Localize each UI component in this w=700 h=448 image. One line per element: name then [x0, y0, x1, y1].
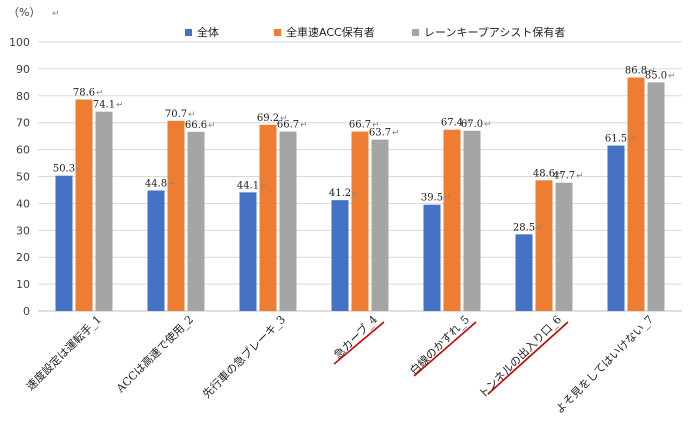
- return-mark: ↵: [556, 169, 564, 179]
- bar: [187, 131, 205, 311]
- return-mark: ↵: [536, 223, 544, 233]
- y-axis: 0 10 20 30 40 50 60 70 80 90 100: [9, 36, 30, 318]
- legend-label: レーンキープアシスト保有者: [424, 25, 565, 39]
- y-tick-label: 30: [16, 224, 30, 237]
- y-tick-label: 70: [16, 117, 30, 130]
- data-label: 41.2: [329, 188, 351, 199]
- return-mark: ↵: [372, 121, 380, 131]
- x-category-label: よそ見をしてはいけない_7: [553, 313, 656, 416]
- y-tick-label: 60: [16, 144, 30, 157]
- return-mark: ↵: [116, 101, 124, 111]
- bar: [535, 180, 553, 311]
- return-mark: ↵: [260, 181, 268, 191]
- x-category-label: 急カーブ_4: [331, 312, 380, 361]
- return-mark: ↵: [76, 165, 84, 175]
- data-label: 47.7: [553, 171, 575, 182]
- y-tick-label: 10: [16, 278, 30, 291]
- data-label: 63.7: [369, 128, 391, 139]
- bar: [331, 200, 349, 311]
- return-mark: ↵: [576, 172, 584, 182]
- data-labels: 50.3 ↵44.8 ↵ 44.1 ↵41.2 ↵ 39.5 ↵28.5 ↵61.5 ↵78.6 ↵…: [53, 66, 676, 234]
- data-label: 70.7: [165, 109, 187, 120]
- category-underline: [487, 321, 569, 395]
- data-label: 86.8: [625, 66, 647, 77]
- return-mark: ↵: [280, 114, 288, 124]
- category-underline: [333, 321, 385, 365]
- y-tick-label: 100: [9, 36, 30, 49]
- bar: [239, 192, 257, 311]
- data-label: 66.6: [185, 120, 207, 131]
- y-tick-label: 90: [16, 63, 30, 76]
- data-label: 44.1: [237, 180, 259, 191]
- return-mark: ↵: [444, 194, 452, 204]
- bar: [147, 190, 165, 311]
- bar: [371, 139, 389, 311]
- data-label: 44.8: [145, 178, 167, 189]
- bar: [555, 182, 573, 311]
- return-mark: ↵: [188, 110, 196, 120]
- return-mark: ↵: [464, 119, 472, 129]
- data-label: 28.5: [513, 222, 535, 233]
- bar: [279, 131, 297, 311]
- legend-label: 全体: [197, 25, 219, 39]
- data-label: 78.6: [73, 88, 95, 99]
- legend-swatch: [274, 29, 281, 36]
- bar: [167, 120, 185, 311]
- bar: [75, 99, 93, 311]
- data-label: 69.2: [257, 113, 279, 124]
- bar: [607, 145, 625, 311]
- data-label: 50.3: [53, 164, 75, 175]
- data-label: 66.7: [277, 120, 299, 131]
- data-label: 67.4: [441, 118, 463, 129]
- x-category-label: ACCは高速で使用_2: [112, 312, 196, 396]
- bar: [443, 129, 461, 311]
- bar: [423, 204, 441, 311]
- bars: [55, 77, 665, 312]
- data-label: 74.1: [93, 100, 115, 111]
- bar: [515, 234, 533, 311]
- data-label: 39.5: [421, 193, 443, 204]
- bar: [55, 175, 73, 311]
- data-label: 85.0: [645, 70, 667, 81]
- category-underline: [413, 321, 477, 377]
- return-mark: ↵: [208, 121, 216, 131]
- return-mark: ↵: [628, 135, 636, 145]
- legend: 全体 全車速ACC保有者 レーンキープアシスト保有者: [185, 25, 565, 39]
- x-category-label: 速度設定は運転手_1: [23, 312, 104, 393]
- x-category-label: 先行車の急ブレーキ_3: [199, 312, 288, 401]
- x-axis: 速度設定は運転手_1 ACCは高速で使用_2 先行車の急ブレーキ_3 急カーブ_4 白線…: [23, 312, 656, 416]
- x-category-label: トンネルの出入り口_6: [476, 312, 565, 401]
- y-axis-unit-label: （%）: [8, 6, 40, 19]
- return-mark: ↵: [96, 89, 104, 99]
- return-mark: ↵: [648, 67, 656, 77]
- return-mark: ↵: [392, 129, 400, 139]
- y-tick-label: 80: [16, 90, 30, 103]
- legend-swatch: [412, 29, 419, 36]
- bar: [351, 131, 369, 311]
- bar: [627, 77, 645, 312]
- return-mark: ↵: [52, 9, 60, 19]
- data-label: 67.0: [461, 119, 483, 130]
- return-mark: ↵: [168, 179, 176, 189]
- return-mark: ↵: [484, 120, 492, 130]
- data-label: 61.5: [605, 134, 627, 145]
- bar: [259, 124, 277, 312]
- return-mark: ↵: [668, 71, 676, 81]
- y-tick-label: 0: [23, 305, 30, 318]
- bar: [95, 111, 113, 312]
- bar: [463, 130, 481, 311]
- bar: [647, 82, 665, 311]
- legend-label: 全車速ACC保有者: [286, 25, 375, 39]
- return-mark: ↵: [300, 121, 308, 131]
- return-mark: ↵: [352, 189, 360, 199]
- y-tick-label: 40: [16, 197, 30, 210]
- data-label: 66.7: [349, 120, 371, 131]
- legend-swatch: [185, 29, 192, 36]
- data-label: 48.6: [533, 168, 555, 179]
- y-tick-label: 50: [16, 171, 30, 184]
- y-tick-label: 20: [16, 251, 30, 264]
- x-category-label: 白線のかすれ_5: [407, 312, 472, 377]
